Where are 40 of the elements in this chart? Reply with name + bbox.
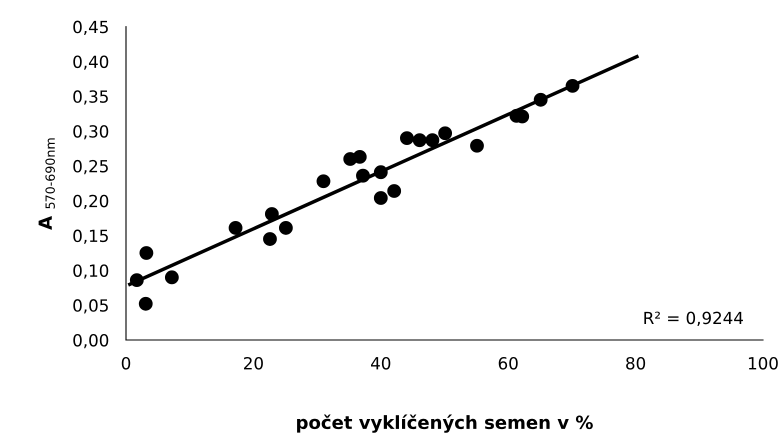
point xyxy=(139,246,154,260)
y-tick-label: 0,35 xyxy=(73,90,108,105)
x-tick-label: 20 xyxy=(244,356,263,370)
point xyxy=(412,133,427,148)
y-tick-label: 0,20 xyxy=(73,194,108,210)
point xyxy=(278,221,293,235)
annotation: R² = 0,9244 xyxy=(644,312,743,326)
point xyxy=(164,270,179,284)
y-tick-label: 0,25 xyxy=(73,160,108,174)
point xyxy=(470,138,484,153)
point xyxy=(374,191,388,205)
point xyxy=(352,150,367,164)
point xyxy=(356,168,370,183)
x-tick-label: 80 xyxy=(626,356,646,370)
y-tick-label: 0,05 xyxy=(73,299,108,314)
x-axis-title: počet vyklíčených semen v % xyxy=(297,414,593,433)
point xyxy=(374,165,388,180)
point xyxy=(425,133,440,148)
point xyxy=(316,174,330,188)
point xyxy=(534,92,548,107)
point xyxy=(566,78,580,93)
y-tick-label: 0,45 xyxy=(73,20,108,35)
point xyxy=(264,207,279,221)
point xyxy=(138,296,153,311)
x-tick-label: 60 xyxy=(498,356,518,370)
y-tick-label: 0,00 xyxy=(73,334,108,348)
y-tick-label: 0,10 xyxy=(73,264,108,279)
point xyxy=(228,221,242,235)
y-tick-label: 0,40 xyxy=(73,55,108,70)
point xyxy=(387,184,402,198)
y-axis-title: A $_{570-690nm}$ xyxy=(38,138,55,230)
x-tick-label: 40 xyxy=(371,356,390,370)
point xyxy=(400,131,414,145)
point xyxy=(263,232,277,246)
y-tick-label: 0,30 xyxy=(73,125,108,140)
point xyxy=(438,126,452,140)
x-tick-label: 100 xyxy=(748,356,778,370)
y-tick-label: 0,15 xyxy=(73,230,108,244)
point xyxy=(130,273,144,288)
x-tick-label: 0 xyxy=(122,356,130,370)
